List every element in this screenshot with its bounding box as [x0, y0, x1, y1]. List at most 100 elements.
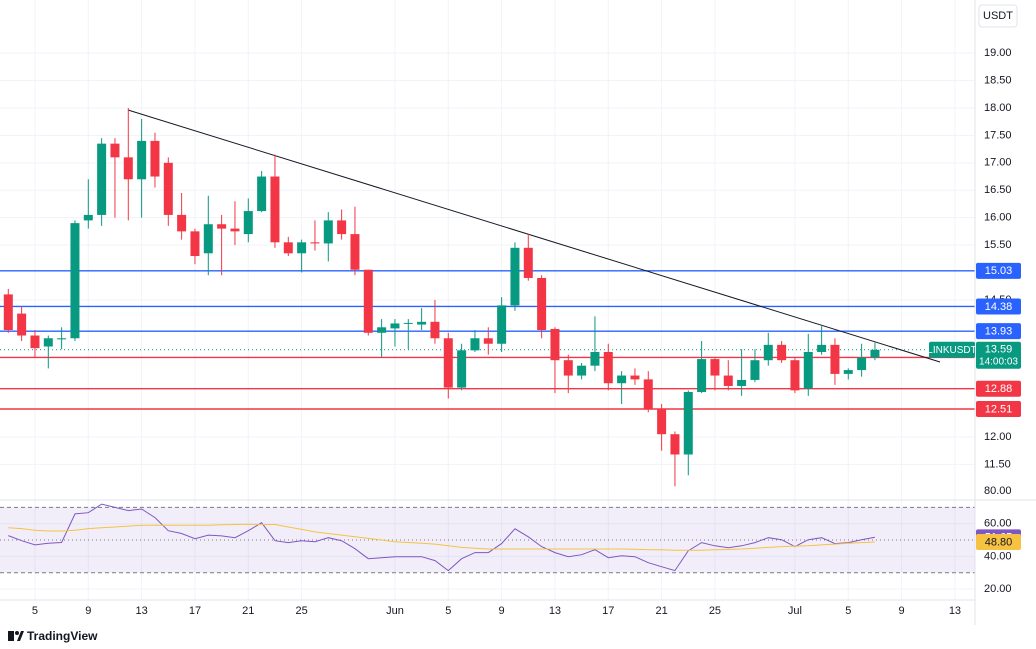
candle-body — [243, 211, 253, 235]
candle-body — [297, 242, 307, 254]
y-tick-label: 11.50 — [984, 458, 1011, 470]
price-tag — [976, 323, 1021, 340]
candle-body — [457, 350, 467, 388]
candle-body — [190, 231, 200, 257]
candle-body — [163, 162, 173, 215]
x-tick-label: 21 — [242, 605, 254, 617]
price-tag-label: 12.51 — [985, 403, 1013, 415]
candle-body — [97, 143, 107, 215]
candle-body — [83, 214, 93, 221]
candle-body — [777, 344, 787, 361]
candle-body — [483, 338, 493, 344]
candle-body — [803, 351, 813, 389]
brand[interactable]: TradingView — [8, 629, 98, 643]
unit-label: USDT — [983, 10, 1013, 22]
price-tag — [976, 262, 1021, 279]
price-tag-label: 13.93 — [985, 326, 1013, 338]
brand-label: TradingView — [27, 629, 98, 643]
x-tick-label: Jun — [386, 605, 404, 617]
symbol-label: LINKUSDT — [927, 345, 976, 356]
y-tick-label: 15.50 — [984, 239, 1012, 251]
trend-line — [127, 109, 941, 363]
candle-body — [723, 375, 733, 386]
candle-body — [857, 357, 867, 371]
y-tick-label: 20.00 — [984, 583, 1012, 595]
candle-body — [830, 344, 840, 374]
candle-body — [57, 338, 67, 340]
candle-body — [217, 224, 227, 229]
candle-body — [337, 220, 347, 235]
candle-body — [470, 338, 480, 351]
x-tick-label: 13 — [136, 605, 148, 617]
y-tick-label: 12.00 — [984, 431, 1012, 443]
candle-body — [377, 327, 387, 333]
candle-body — [323, 220, 333, 244]
price-tag — [976, 298, 1021, 315]
candle-body — [203, 224, 213, 254]
candle-body — [17, 313, 27, 336]
candle-body — [617, 375, 627, 384]
x-tick-label: 17 — [189, 605, 201, 617]
last-price-tag — [976, 341, 1021, 369]
candle-body — [683, 391, 693, 455]
candle-body — [43, 338, 53, 347]
candle-body — [363, 269, 373, 333]
candle-body — [590, 351, 600, 366]
series-line — [8, 523, 875, 551]
x-tick-label: 25 — [296, 605, 308, 617]
candle-body — [417, 321, 427, 325]
candle-body — [230, 228, 240, 232]
candle-body — [630, 375, 640, 380]
y-tick-label: 16.50 — [984, 184, 1012, 196]
candle-body — [310, 242, 320, 244]
x-tick-label: 17 — [602, 605, 614, 617]
x-tick-label: 9 — [499, 605, 505, 617]
candle-body — [563, 360, 573, 376]
candle-body — [790, 360, 800, 391]
candle-body — [577, 365, 587, 376]
candle-body — [763, 344, 773, 361]
unit-box[interactable] — [978, 4, 1018, 28]
logo-mark — [8, 631, 14, 641]
candle-body — [177, 214, 187, 232]
candle-body — [430, 321, 440, 339]
candle-body — [710, 359, 720, 376]
x-tick-label: 21 — [655, 605, 667, 617]
y-tick-label: 60.00 — [984, 518, 1012, 530]
x-tick-label: 25 — [709, 605, 721, 617]
symbol-tag — [929, 341, 975, 358]
candle-body — [657, 409, 667, 435]
price-tag-label: 12.88 — [985, 383, 1013, 395]
candle-body — [870, 349, 880, 358]
candle-body — [697, 359, 707, 392]
candle-body — [350, 234, 360, 270]
candle-body — [137, 140, 147, 180]
candle-body — [30, 335, 40, 349]
x-tick-label: 9 — [899, 605, 905, 617]
candle-body — [510, 247, 520, 306]
candle-body — [737, 379, 747, 386]
y-tick-label: 17.00 — [984, 157, 1012, 169]
series-line — [8, 503, 875, 572]
candle-body — [283, 242, 293, 254]
candle-body — [3, 294, 13, 331]
candle-body — [270, 176, 280, 243]
candle-body — [497, 305, 507, 344]
y-tick-label: 17.50 — [984, 129, 1012, 141]
candle-body — [390, 323, 400, 329]
y-tick-label: 18.50 — [984, 74, 1012, 86]
candle-body — [523, 247, 533, 278]
candle-body — [443, 338, 453, 388]
x-tick-label: 5 — [32, 605, 38, 617]
candle-body — [403, 322, 413, 324]
y-tick-label: 18.00 — [984, 102, 1012, 114]
y-tick-label: 40.00 — [984, 550, 1012, 562]
candle-body — [750, 360, 760, 380]
candle-body — [843, 370, 853, 374]
candle-body — [537, 277, 547, 331]
candle-body — [670, 434, 680, 455]
candle-body — [550, 328, 560, 361]
candle-body — [70, 223, 80, 339]
